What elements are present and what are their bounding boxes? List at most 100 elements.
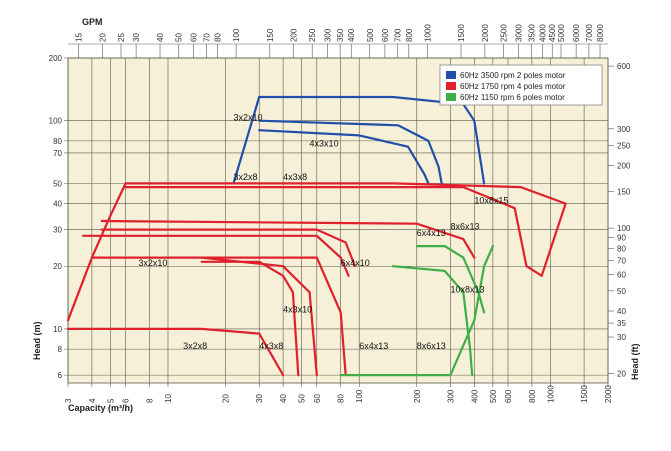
curve-label: 8x6x13 bbox=[450, 222, 479, 232]
pump-curve-line bbox=[415, 245, 486, 314]
left-tick-label: 70 bbox=[53, 149, 62, 158]
right-tick-label: 100 bbox=[617, 224, 631, 233]
bottom-tick-label: 5 bbox=[106, 398, 115, 403]
bottom-tick-label: 40 bbox=[279, 394, 288, 403]
curve-label: 6x4x13 bbox=[417, 228, 446, 238]
top-tick-label: 4000 bbox=[538, 24, 547, 42]
top-tick-label: 8000 bbox=[596, 24, 605, 42]
top-tick-label: 300 bbox=[323, 28, 332, 42]
bottom-tick-label: 100 bbox=[355, 389, 364, 403]
top-tick-label: 2500 bbox=[499, 24, 508, 42]
bottom-tick-label: 10 bbox=[164, 394, 173, 403]
left-axis-title: Head (m) bbox=[32, 321, 42, 360]
top-tick-label: 60 bbox=[190, 33, 199, 42]
bottom-tick-label: 6 bbox=[122, 398, 131, 403]
top-tick-label: 350 bbox=[336, 28, 345, 42]
top-tick-label: 600 bbox=[381, 28, 390, 42]
right-tick-label: 250 bbox=[617, 141, 631, 150]
top-tick-label: 7000 bbox=[585, 24, 594, 42]
curve-label: 6x4x10 bbox=[341, 258, 370, 268]
top-tick-label: 400 bbox=[347, 28, 356, 42]
top-tick-label: 20 bbox=[98, 33, 107, 42]
pump-curve-line bbox=[100, 228, 357, 268]
bottom-tick-label: 800 bbox=[528, 389, 537, 403]
curve-label: 3x2x10 bbox=[233, 113, 262, 123]
top-tick-label: 15 bbox=[75, 33, 84, 42]
pump-curve-line bbox=[124, 186, 528, 268]
bottom-tick-label: 1000 bbox=[546, 385, 555, 403]
bottom-tick-label: 20 bbox=[222, 394, 231, 403]
top-tick-label: 80 bbox=[214, 33, 223, 42]
curve-label: 3x2x8 bbox=[233, 172, 257, 182]
top-tick-label: 30 bbox=[132, 33, 141, 42]
left-tick-label: 30 bbox=[53, 226, 62, 235]
legend-label: 60Hz 1750 rpm 4 poles motor bbox=[460, 82, 566, 91]
bottom-tick-label: 400 bbox=[470, 389, 479, 403]
bottom-tick-label: 3 bbox=[64, 398, 73, 403]
bottom-tick-label: 200 bbox=[413, 389, 422, 403]
bottom-tick-label: 300 bbox=[446, 389, 455, 403]
legend: 60Hz 3500 rpm 2 poles motor 60Hz 1750 rpm… bbox=[439, 64, 603, 106]
top-tick-label: 500 bbox=[366, 28, 375, 42]
pump-curve-line bbox=[200, 256, 318, 377]
left-tick-label: 8 bbox=[58, 345, 63, 354]
legend-swatch bbox=[446, 82, 456, 90]
right-tick-label: 30 bbox=[617, 333, 626, 342]
curve-label: 3x2x8 bbox=[183, 341, 207, 351]
curve-label: 4x3x10 bbox=[310, 139, 339, 149]
pump-curve-line bbox=[339, 245, 494, 377]
top-tick-label: 1500 bbox=[457, 24, 466, 42]
pump-curve-line bbox=[66, 327, 285, 377]
top-tick-label: 4500 bbox=[548, 24, 557, 42]
pump-curve-line bbox=[66, 182, 567, 322]
right-tick-label: 200 bbox=[617, 161, 631, 170]
right-axis-title: Head (ft) bbox=[630, 344, 640, 381]
left-axis: 6 8 10 20 30 40 50 70 80 100 200 bbox=[49, 54, 63, 380]
legend-label: 60Hz 3500 rpm 2 poles motor bbox=[460, 71, 566, 80]
left-tick-label: 200 bbox=[49, 54, 63, 63]
curve-label: 10x8x13 bbox=[450, 284, 484, 294]
bottom-tick-label: 2000 bbox=[604, 385, 613, 403]
top-tick-label: 3500 bbox=[527, 24, 536, 42]
top-tick-label: 100 bbox=[232, 28, 241, 42]
right-tick-label: 90 bbox=[617, 234, 626, 243]
top-tick-label: 5000 bbox=[557, 24, 566, 42]
right-tick-label: 40 bbox=[617, 307, 626, 316]
right-tick-label: 20 bbox=[617, 370, 626, 379]
bottom-tick-label: 600 bbox=[504, 389, 513, 403]
bottom-tick-label: 4 bbox=[88, 398, 97, 403]
right-tick-label: 80 bbox=[617, 244, 626, 253]
right-tick-label: 50 bbox=[617, 287, 626, 296]
curve-label: 8x6x13 bbox=[417, 341, 446, 351]
legend-swatch bbox=[446, 93, 456, 101]
left-tick-label: 50 bbox=[53, 179, 62, 188]
top-tick-label: 6000 bbox=[572, 24, 581, 42]
bottom-tick-label: 60 bbox=[313, 394, 322, 403]
bottom-tick-label: 8 bbox=[145, 398, 154, 403]
curve-label: 4x3x8 bbox=[259, 341, 283, 351]
bottom-tick-label: 80 bbox=[337, 394, 346, 403]
bottom-tick-label: 500 bbox=[489, 389, 498, 403]
series-group bbox=[66, 95, 567, 377]
curve-label: 3x2x10 bbox=[138, 258, 167, 268]
pump-curve-line bbox=[232, 95, 486, 185]
top-axis-title: GPM bbox=[82, 17, 103, 27]
top-axis: 15 20 25 30 40 50 60 70 80 100 150 200 250 300 350 400 5… bbox=[68, 24, 608, 58]
bottom-axis-title: Capacity (m³/h) bbox=[68, 403, 133, 413]
top-tick-label: 200 bbox=[290, 28, 299, 42]
bottom-tick-label: 30 bbox=[255, 394, 264, 403]
curve-label: 4x3x8 bbox=[283, 172, 307, 182]
plot-border bbox=[67, 57, 609, 384]
left-tick-label: 10 bbox=[53, 325, 62, 334]
legend-box bbox=[439, 64, 603, 106]
legend-swatch bbox=[446, 71, 456, 79]
pump-curve-line bbox=[81, 234, 350, 277]
right-tick-label: 70 bbox=[617, 256, 626, 265]
curve-labels: 3x2x10 4x3x10 3x2x8 4x3x8 10x8x15 8x6x13 6x4x1… bbox=[138, 113, 508, 351]
pump-curve-line bbox=[258, 119, 443, 185]
top-tick-label: 50 bbox=[175, 33, 184, 42]
top-tick-label: 70 bbox=[202, 33, 211, 42]
curve-label: 6x4x13 bbox=[359, 341, 388, 351]
